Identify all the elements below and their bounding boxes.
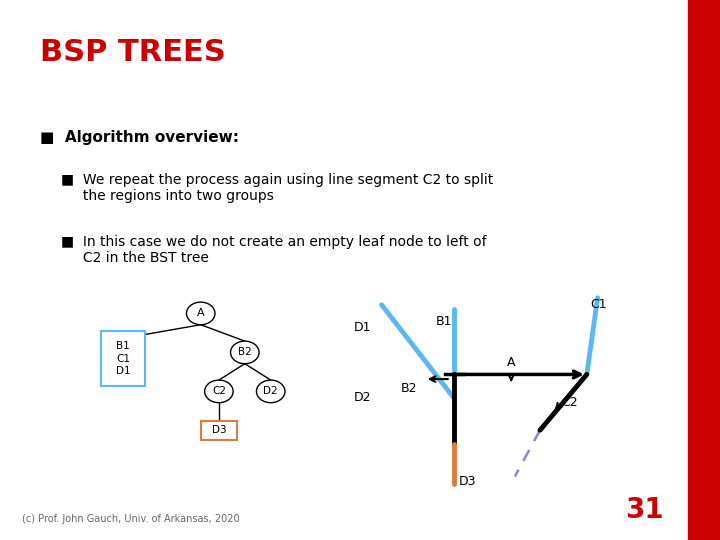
Bar [688,0,720,540]
Text: D2: D2 [354,391,371,404]
FancyBboxPatch shape [101,331,145,386]
Text: C2: C2 [212,387,226,396]
Text: D2: D2 [264,387,278,396]
Text: ■  We repeat the process again using line segment C2 to split
     the regions i: ■ We repeat the process again using line… [61,173,493,203]
Text: C2: C2 [562,396,578,409]
Circle shape [204,380,233,403]
Text: BSP TREES: BSP TREES [40,38,225,67]
Text: D1: D1 [354,321,371,334]
Text: A: A [197,308,204,319]
Text: (c) Prof. John Gauch, Univ. of Arkansas, 2020: (c) Prof. John Gauch, Univ. of Arkansas,… [22,514,239,524]
Text: A: A [507,356,516,369]
Text: D3: D3 [212,426,226,435]
Text: D3: D3 [459,475,477,488]
Text: B1
C1
D1: B1 C1 D1 [116,341,130,376]
Text: B1: B1 [436,314,452,328]
Text: C1: C1 [590,298,607,311]
Text: ■  Algorithm overview:: ■ Algorithm overview: [40,130,238,145]
Text: B2: B2 [401,382,418,395]
Circle shape [186,302,215,325]
Text: 31: 31 [625,496,664,524]
Text: B2: B2 [238,347,252,357]
Circle shape [256,380,285,403]
Text: ■  In this case we do not create an empty leaf node to left of
     C2 in the BS: ■ In this case we do not create an empty… [61,235,487,265]
FancyBboxPatch shape [201,421,237,440]
Circle shape [230,341,259,364]
